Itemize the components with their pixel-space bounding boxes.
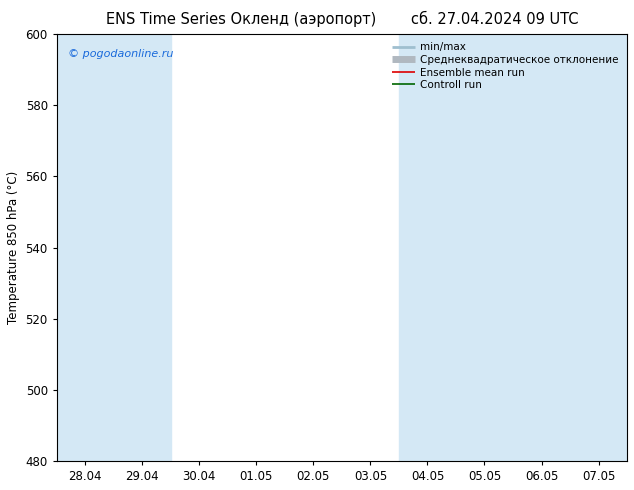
Bar bbox=[399, 34, 456, 461]
Text: ENS Time Series Окленд (аэропорт): ENS Time Series Окленд (аэропорт) bbox=[106, 12, 376, 27]
Bar bbox=[513, 34, 570, 461]
Text: © pogodaonline.ru: © pogodaonline.ru bbox=[68, 49, 174, 59]
Bar bbox=[456, 34, 513, 461]
Legend: min/max, Среднеквадратическое отклонение, Ensemble mean run, Controll run: min/max, Среднеквадратическое отклонение… bbox=[389, 39, 622, 93]
Bar bbox=[57, 34, 114, 461]
Bar bbox=[570, 34, 627, 461]
Text: сб. 27.04.2024 09 UTC: сб. 27.04.2024 09 UTC bbox=[411, 12, 578, 27]
Y-axis label: Temperature 850 hPa (°С): Temperature 850 hPa (°С) bbox=[7, 171, 20, 324]
Bar bbox=[114, 34, 171, 461]
